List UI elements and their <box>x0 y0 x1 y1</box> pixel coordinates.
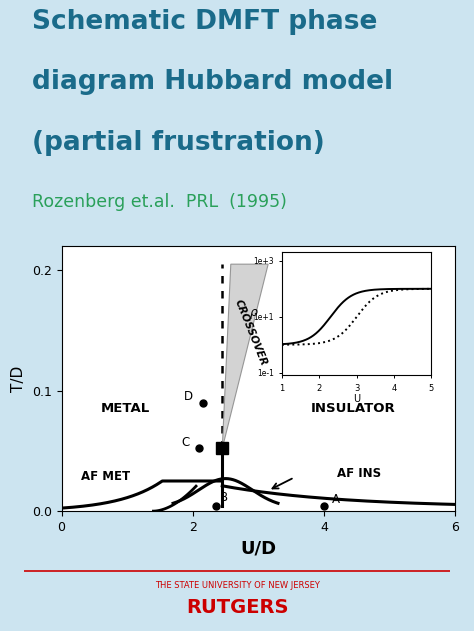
Text: A: A <box>332 493 340 505</box>
Text: THE STATE UNIVERSITY OF NEW JERSEY: THE STATE UNIVERSITY OF NEW JERSEY <box>155 581 319 590</box>
Text: (partial frustration): (partial frustration) <box>32 130 325 156</box>
Text: RUTGERS: RUTGERS <box>186 598 288 616</box>
Text: INSULATOR: INSULATOR <box>311 403 395 415</box>
Text: CROSSOVER: CROSSOVER <box>233 298 268 367</box>
Text: diagram Hubbard model: diagram Hubbard model <box>32 69 393 95</box>
Polygon shape <box>222 264 268 449</box>
Text: METAL: METAL <box>101 403 150 415</box>
Text: C: C <box>181 436 189 449</box>
Text: $\rho$: $\rho$ <box>249 307 259 321</box>
Text: AF MET: AF MET <box>82 470 130 483</box>
Text: Schematic DMFT phase: Schematic DMFT phase <box>32 9 378 35</box>
Text: D: D <box>184 391 193 403</box>
Y-axis label: T/D: T/D <box>11 365 27 392</box>
Text: AF INS: AF INS <box>337 468 381 480</box>
Text: Rozenberg et.al.  PRL  (1995): Rozenberg et.al. PRL (1995) <box>32 193 287 211</box>
X-axis label: U: U <box>353 394 360 404</box>
Text: B: B <box>219 492 228 504</box>
X-axis label: U/D: U/D <box>240 540 276 557</box>
